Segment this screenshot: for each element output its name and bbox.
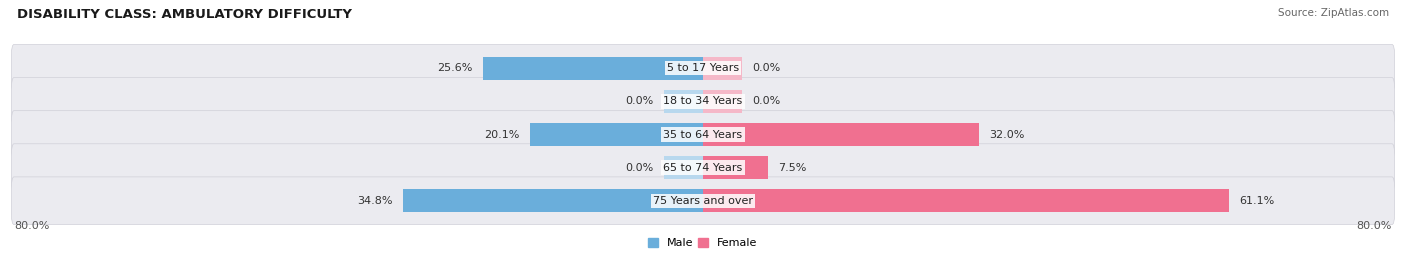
Bar: [703, 123, 979, 146]
FancyBboxPatch shape: [11, 77, 1395, 125]
Text: DISABILITY CLASS: AMBULATORY DIFFICULTY: DISABILITY CLASS: AMBULATORY DIFFICULTY: [17, 8, 352, 21]
Text: 80.0%: 80.0%: [1357, 221, 1392, 231]
Text: 20.1%: 20.1%: [484, 129, 520, 140]
FancyBboxPatch shape: [11, 111, 1395, 158]
Bar: [404, 189, 703, 212]
FancyBboxPatch shape: [11, 177, 1395, 225]
Bar: [664, 90, 703, 113]
Text: Source: ZipAtlas.com: Source: ZipAtlas.com: [1278, 8, 1389, 18]
Text: 61.1%: 61.1%: [1240, 196, 1275, 206]
Text: 0.0%: 0.0%: [626, 96, 654, 107]
FancyBboxPatch shape: [11, 44, 1395, 92]
Text: 65 to 74 Years: 65 to 74 Years: [664, 162, 742, 173]
Text: 0.0%: 0.0%: [752, 63, 780, 73]
Text: 32.0%: 32.0%: [988, 129, 1025, 140]
Text: 5 to 17 Years: 5 to 17 Years: [666, 63, 740, 73]
Bar: [703, 189, 1229, 212]
Text: 75 Years and over: 75 Years and over: [652, 196, 754, 206]
Text: 34.8%: 34.8%: [357, 196, 392, 206]
Text: 0.0%: 0.0%: [626, 162, 654, 173]
Text: 80.0%: 80.0%: [14, 221, 49, 231]
Legend: Male, Female: Male, Female: [644, 233, 762, 253]
Bar: [703, 57, 742, 80]
FancyBboxPatch shape: [11, 144, 1395, 192]
Bar: [703, 156, 768, 179]
Text: 35 to 64 Years: 35 to 64 Years: [664, 129, 742, 140]
Text: 0.0%: 0.0%: [752, 96, 780, 107]
Text: 7.5%: 7.5%: [778, 162, 806, 173]
Text: 18 to 34 Years: 18 to 34 Years: [664, 96, 742, 107]
Bar: [530, 123, 703, 146]
Bar: [664, 156, 703, 179]
Bar: [703, 90, 742, 113]
Text: 25.6%: 25.6%: [437, 63, 472, 73]
Bar: [482, 57, 703, 80]
